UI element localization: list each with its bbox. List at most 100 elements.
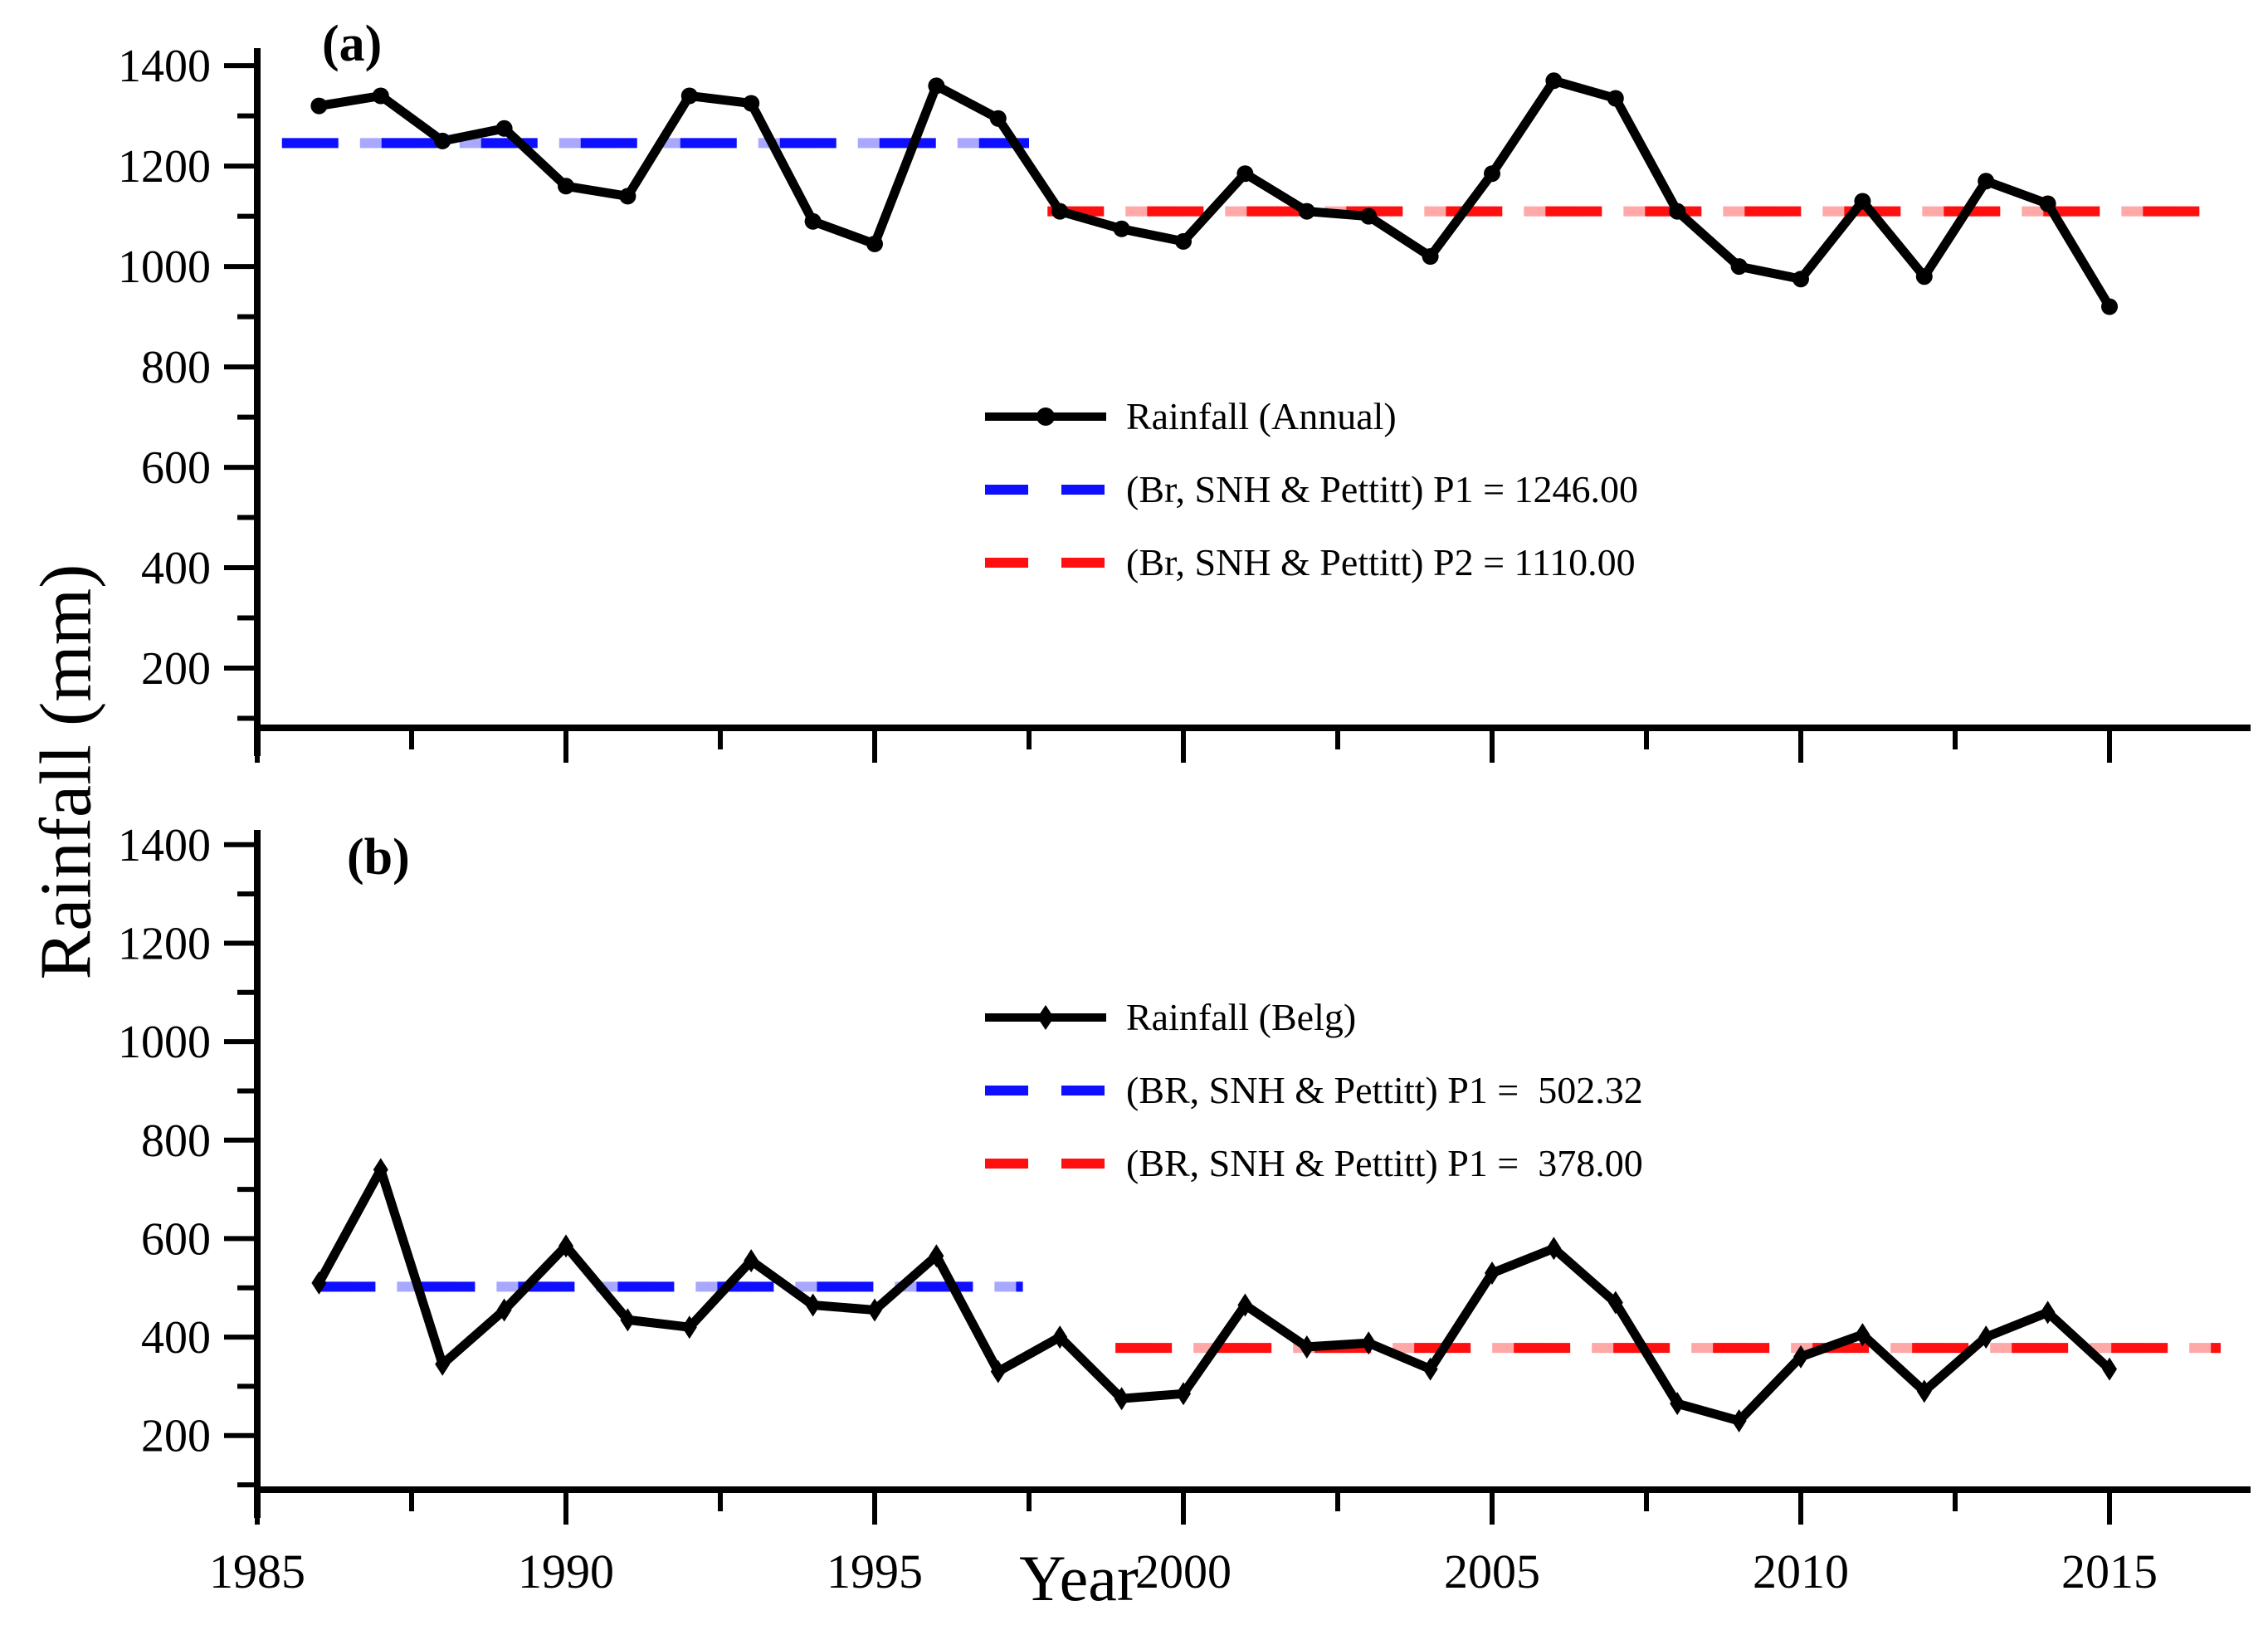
data-point-marker [928, 77, 945, 95]
data-point-marker [1422, 1357, 1438, 1381]
y-tick-label: 1400 [118, 820, 211, 871]
x-tick-label: 2015 [2061, 1544, 2158, 1598]
y-tick-label: 1200 [118, 141, 211, 193]
data-point-marker [1114, 1387, 1129, 1411]
data-point-marker [1855, 1323, 1870, 1347]
data-point-marker [743, 95, 760, 112]
legend-label: Rainfall (Annual) [1126, 395, 1397, 437]
data-point-marker [1978, 173, 1995, 190]
x-tick-label: 2005 [1444, 1544, 1540, 1598]
legend-row-p1-red: (BR, SNH & Pettitt) P1 = 378.00 [983, 1139, 1643, 1188]
data-point-marker [1607, 1291, 1623, 1315]
panel-a: 200 400 600 800 1000 1200 1400 [118, 41, 2251, 763]
data-point-marker [435, 1352, 451, 1376]
y-tick-label: 1400 [118, 41, 211, 92]
y-tick-label: 1000 [118, 242, 211, 293]
x-tick-label: 1985 [209, 1544, 305, 1598]
data-point-marker [1236, 165, 1254, 183]
data-point-marker [1669, 203, 1686, 220]
data-point-marker [1607, 90, 1624, 107]
data-point-marker [2101, 298, 2118, 315]
y-axis-title: Rainfall (mm) [26, 564, 107, 980]
data-point-marker [1299, 1335, 1314, 1359]
data-point-marker [558, 178, 574, 195]
y-tick-label: 400 [141, 543, 211, 594]
data-point-marker [805, 1293, 821, 1317]
data-point-marker [866, 235, 883, 252]
data-point-marker [1360, 207, 1378, 225]
y-tick-label: 800 [141, 342, 211, 393]
data-point-marker [867, 1298, 882, 1322]
data-point-marker [1176, 1382, 1191, 1406]
data-point-marker [680, 87, 698, 105]
data-point-marker [311, 1271, 327, 1295]
blue-dash-icon [985, 1086, 1106, 1096]
panel-a-label: (a) [322, 16, 383, 72]
red-dash-icon [985, 558, 1106, 568]
data-point-marker [1546, 1237, 1562, 1261]
data-point-marker [1978, 1325, 1994, 1349]
data-point-marker [1916, 1379, 1932, 1403]
blue-dash-icon [985, 485, 1106, 495]
x-tick-label: 2000 [1135, 1544, 1232, 1598]
data-point-marker [1854, 193, 1871, 210]
legend-label: (BR, SNH & Pettitt) P1 = 378.00 [1126, 1142, 1643, 1184]
data-point-marker [1237, 1293, 1253, 1317]
data-point-marker [1422, 248, 1439, 265]
x-tick-label: 1990 [518, 1544, 614, 1598]
data-point-marker [2040, 1300, 2056, 1325]
red-dash-icon [985, 1159, 1106, 1169]
legend-label: (Br, SNH & Pettitt) P1 = 1246.00 [1126, 468, 1639, 510]
data-point-marker [310, 97, 328, 115]
legend-row-p2-red: (Br, SNH & Pettitt) P2 = 1110.00 [983, 538, 1638, 588]
y-tick-label: 1200 [118, 918, 211, 969]
data-point-marker [1545, 72, 1563, 90]
y-tick-label: 400 [141, 1312, 211, 1364]
data-point-marker [620, 1308, 636, 1332]
data-point-marker [2102, 1357, 2117, 1381]
x-axis-title: Year [1019, 1542, 1139, 1614]
data-point-marker [1361, 1331, 1377, 1355]
x-tick-label: 2010 [1753, 1544, 1849, 1598]
legend-row-p1-blue: (Br, SNH & Pettitt) P1 = 1246.00 [983, 465, 1638, 515]
data-point-marker [989, 110, 1007, 127]
legend-row-belg: Rainfall (Belg) [983, 993, 1643, 1042]
legend-panel-a: Rainfall (Annual) (Br, SNH & Pettitt) P1… [983, 392, 1638, 611]
data-point-marker [990, 1359, 1006, 1383]
series-line [314, 76, 2114, 311]
legend-label: Rainfall (Belg) [1126, 996, 1357, 1038]
y-tick-label: 1000 [118, 1017, 211, 1068]
series-line [314, 1164, 2114, 1426]
y-tick-label: 200 [141, 1411, 211, 1462]
panel-b: 200 400 600 800 1000 1200 1400 1985 1990 1995 2000… [118, 820, 2251, 1598]
data-point-marker [1730, 258, 1748, 276]
data-point-marker [1175, 232, 1192, 250]
data-point-marker [1484, 165, 1500, 183]
legend-panel-b: Rainfall (Belg) (BR, SNH & Pettitt) P1 =… [983, 993, 1643, 1212]
y-tick-label: 200 [141, 643, 211, 695]
data-point-marker [1051, 203, 1069, 220]
data-point-marker [619, 188, 637, 205]
data-point-marker [1298, 203, 1315, 220]
data-point-marker [1915, 268, 1933, 285]
data-point-marker [495, 120, 513, 137]
data-point-marker [681, 1315, 697, 1340]
data-point-marker [558, 1234, 573, 1258]
data-point-marker [1670, 1392, 1685, 1416]
y-tick-label: 600 [141, 442, 211, 494]
legend-row-p1-blue: (BR, SNH & Pettitt) P1 = 502.32 [983, 1066, 1643, 1115]
legend-label: (BR, SNH & Pettitt) P1 = 502.32 [1126, 1069, 1643, 1111]
data-point-marker [1052, 1325, 1068, 1349]
y-tick-label: 800 [141, 1115, 211, 1167]
data-point-marker [496, 1298, 512, 1322]
line-circle-marker-icon [985, 407, 1106, 426]
data-point-marker [1113, 220, 1130, 237]
data-point-marker [1485, 1261, 1500, 1285]
data-point-marker [929, 1244, 944, 1268]
data-point-marker [804, 212, 822, 230]
y-tick-label: 600 [141, 1213, 211, 1265]
data-point-marker [744, 1249, 759, 1273]
panel-b-label: (b) [347, 829, 410, 886]
